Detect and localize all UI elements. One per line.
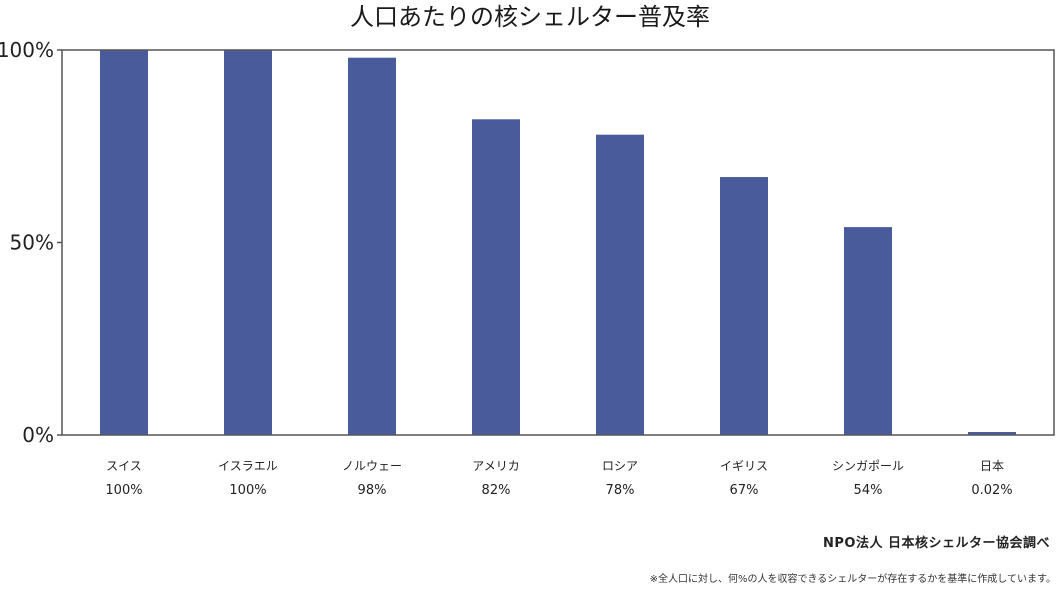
chart-title: 人口あたりの核シェルター普及率 [350, 3, 710, 31]
x-tick-label-5: イギリス [720, 459, 768, 473]
value-label-3: 82% [482, 483, 511, 498]
x-tick-label-7: 日本 [980, 459, 1004, 473]
y-tick-label-0: 0% [22, 423, 54, 447]
bar-1 [224, 50, 272, 435]
labels-layer: 0% 50% 100% スイス 100% イスラエル 100% ノルウェー 98% アメリカ 82%… [0, 38, 1013, 498]
value-label-0: 100% [105, 483, 142, 498]
x-tick-label-3: アメリカ [472, 459, 519, 473]
bar-7 [968, 432, 1016, 435]
value-label-4: 78% [606, 483, 635, 498]
y-tick-label-2: 100% [0, 38, 54, 62]
x-tick-label-1: イスラエル [218, 459, 278, 473]
bar-3 [472, 119, 520, 436]
value-label-5: 67% [730, 483, 759, 498]
axis-layer [57, 49, 1055, 436]
bar-4 [596, 134, 644, 435]
bar-2 [348, 57, 396, 435]
bars-layer [100, 50, 1016, 436]
footnote: ※全人口に対し、何%の人を収容できるシェルターが存在するかを基準に作成しています… [649, 574, 1056, 585]
bar-0 [100, 50, 148, 435]
x-tick-label-6: シンガポール [832, 459, 904, 473]
bar-5 [720, 177, 768, 436]
value-label-6: 54% [854, 483, 883, 498]
plot-frame [61, 49, 1055, 436]
y-tick-label-1: 50% [10, 231, 54, 255]
x-tick-label-0: スイス [106, 459, 142, 473]
x-tick-label-4: ロシア [602, 459, 638, 473]
x-tick-label-2: ノルウェー [342, 459, 402, 473]
value-label-7: 0.02% [971, 483, 1012, 498]
bar-chart: 0% 50% 100% スイス 100% イスラエル 100% ノルウェー 98% アメリカ 82%… [0, 38, 1055, 498]
value-label-2: 98% [358, 483, 387, 498]
bar-6 [844, 227, 892, 435]
value-label-1: 100% [229, 483, 266, 498]
source-note: NPO法人 日本核シェルター協会調べ [823, 536, 1050, 551]
